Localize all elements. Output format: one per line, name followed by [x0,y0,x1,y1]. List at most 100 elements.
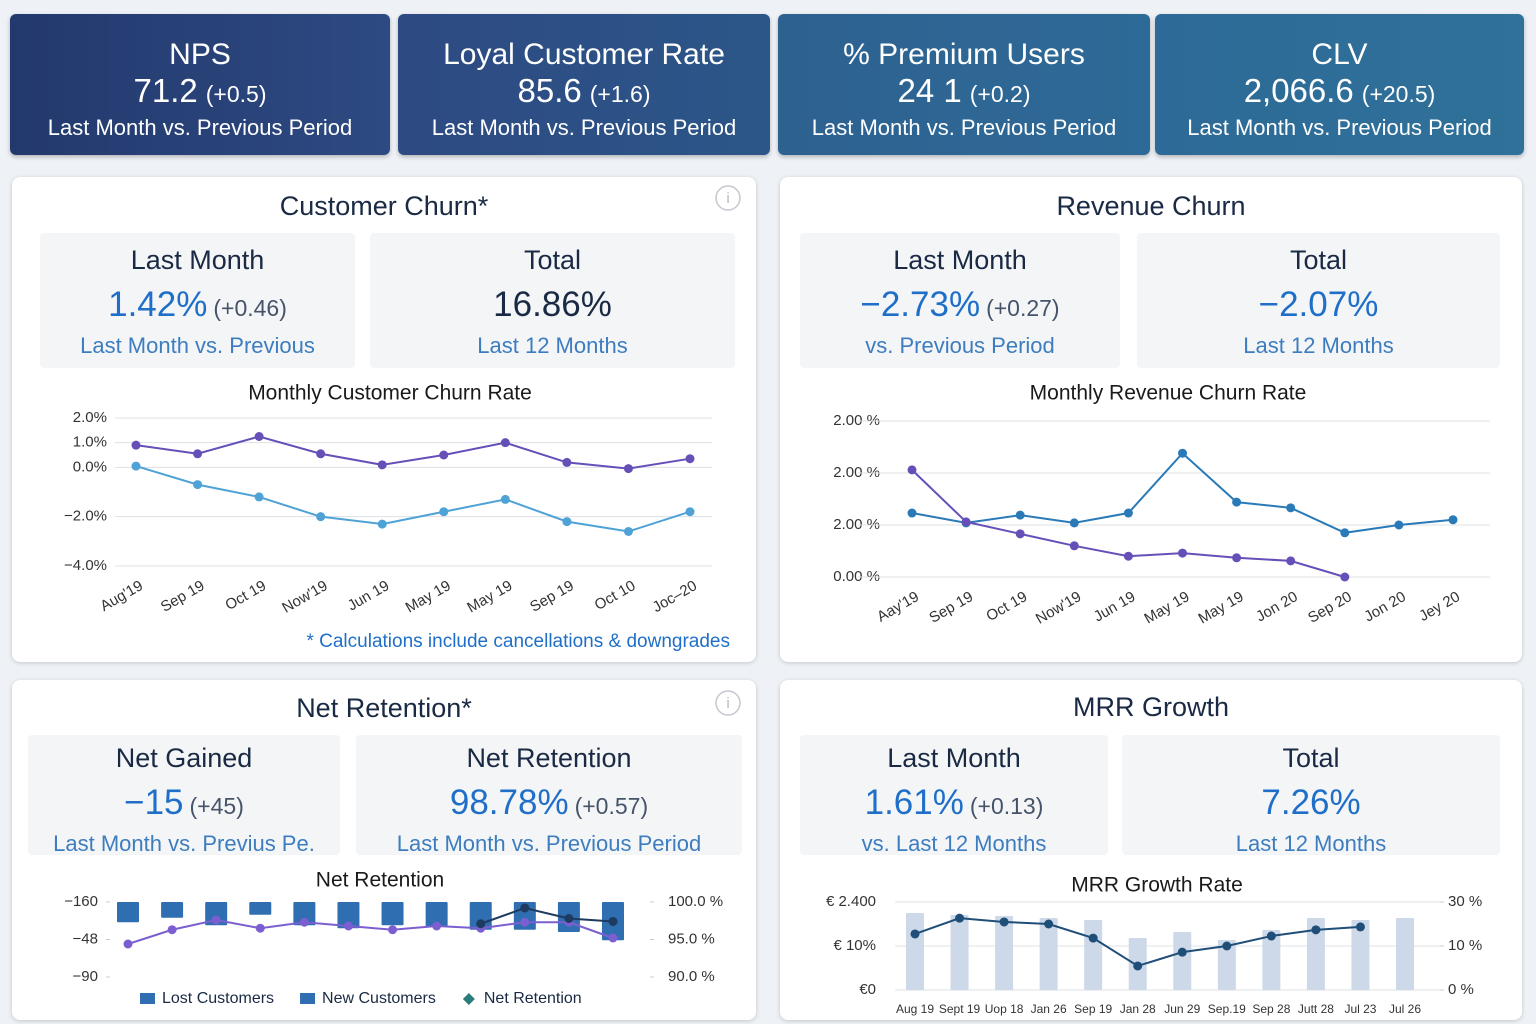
stat-label: Total [1282,743,1340,773]
point [955,913,965,923]
legend-swatch [462,993,475,1005]
bar [1306,917,1325,990]
y2-tick-label: 10 % [1448,937,1482,954]
chart-title: Monthly Customer Churn Rate [248,382,532,405]
kpi-title: NPS [169,38,231,71]
stat-value: −15 [124,783,184,822]
kpi-change: (+0.5) [205,81,267,107]
info-icon[interactable] [715,690,741,716]
stat-subtitle: Last Month vs. Previous Period [396,831,702,856]
stat-change: (+0.27) [986,295,1060,321]
info-icon[interactable] [715,185,741,211]
stat-value-row: −2.07% [1137,285,1500,325]
panel: Net Retention* Net Gained −15 (+45) Last Mon… [12,680,756,1020]
kpi-tile: NPS 71.2 (+0.5) Last Month vs. Previous Per… [10,14,390,155]
y2-tick-label: 90.0 % [668,968,715,985]
kpi-tile: % Premium Users 24 1 (+0.2) Last Month vs. … [778,14,1150,155]
bar [205,902,228,926]
point [1232,497,1242,507]
stat-subtitle: Last Month vs. Previus Pe. [53,831,315,856]
x-tick-label: Sep.19 [1208,1002,1246,1016]
stat-label: Last Month [887,743,1021,773]
x-tick-label: Jun 29 [1164,1002,1200,1016]
point [1178,548,1187,558]
y-tick-label: 0.0% [73,458,107,475]
bar [1039,917,1058,990]
stat-value-row: −2.73% (+0.27) [800,285,1120,325]
point [1232,553,1242,563]
kpi-subtitle: Last Month vs. Previous Period [431,115,737,140]
y-tick-label: −160 [64,893,98,910]
x-tick-label: Jutt 28 [1298,1002,1334,1016]
chart-title: Net Retention [316,869,444,892]
stat-label: Net Retention [466,743,632,773]
kpi-change: (+1.6) [589,81,651,107]
y-tick-label: € 2.400 [826,893,876,910]
point [1177,947,1187,957]
bar [950,915,969,990]
kpi-change: (+0.2) [969,81,1031,107]
point [1044,919,1054,929]
kpi-value-row: 85.6 (+1.6) [398,72,770,110]
point [388,925,398,935]
line [911,469,1346,578]
stat-subtitle: Last 12 Months [1235,831,1387,856]
point [1286,556,1296,566]
bar [1351,920,1370,990]
stat-value-row: 1.42% (+0.46) [40,285,355,325]
kpi-value-row: 24 1 (+0.2) [778,72,1150,110]
x-tick-label: May 19 [1195,588,1246,627]
legend-label: Lost Customers [162,990,274,1007]
kpi-tile: CLV 2,066.6 (+20.5) Last Month vs. Previous… [1155,14,1524,155]
x-tick-label: Oct 19 [222,577,269,614]
kpi-title: Loyal Customer Rate [443,38,725,71]
point [520,917,530,927]
y-tick-label: −2.0% [64,508,107,525]
point [254,432,264,441]
stat-label: Total [1289,245,1348,275]
stat-box: Last Month 1.61% (+0.13) vs. Last 12 Months [800,735,1108,856]
point [299,917,309,927]
point [608,917,618,926]
x-tick-label: Joc–20 [650,577,700,616]
x-tick-label: Jan 26 [1031,1002,1067,1016]
x-tick-label: Oct 19 [983,588,1030,625]
footnote: * Calculations include cancellations & d… [306,631,730,652]
panel-title: Customer Churn* [279,191,489,221]
x-tick-label: Sep 20 [1305,588,1355,626]
point [1286,503,1296,513]
stat-value-row: −15 (+45) [28,783,340,823]
point [907,508,917,518]
legend-swatch [300,993,316,1004]
x-tick-label: Jun 19 [1091,588,1139,625]
stat-subtitle: vs. Last 12 Months [861,831,1047,856]
x-tick-label: Now'19 [1033,588,1084,628]
point [1266,931,1276,941]
point [685,507,695,517]
point [343,921,353,931]
bar [1084,920,1103,990]
kpi-value-row: 2,066.6 (+20.5) [1155,72,1524,110]
legend-swatch [140,993,155,1004]
point [1340,572,1350,582]
point [961,517,971,527]
x-tick-label: May 19 [1141,588,1192,627]
y-tick-label: €0 [859,981,876,998]
panel-title: Net Retention* [296,693,472,723]
point [1222,941,1232,951]
point [520,903,530,913]
panel: Customer Churn* Last Month 1.42% (+0.46) Las… [12,177,756,662]
stat-box: Net Retention 98.78% (+0.57) Last Month vs.… [356,735,742,856]
x-tick-label: May 19 [464,577,515,616]
stat-subtitle: Last 12 Months [1243,333,1394,358]
x-tick-label: Jul 23 [1344,1002,1376,1016]
bar [906,913,924,990]
y-tick-label: −90 [73,968,98,985]
point [1069,541,1079,551]
point [1015,529,1025,539]
kpi-value: 71.2 [133,72,198,109]
stat-label: Net Gained [115,743,253,773]
chart-title: Monthly Revenue Churn Rate [1030,382,1307,405]
stat-box: Total −2.07% Last 12 Months [1137,233,1500,368]
